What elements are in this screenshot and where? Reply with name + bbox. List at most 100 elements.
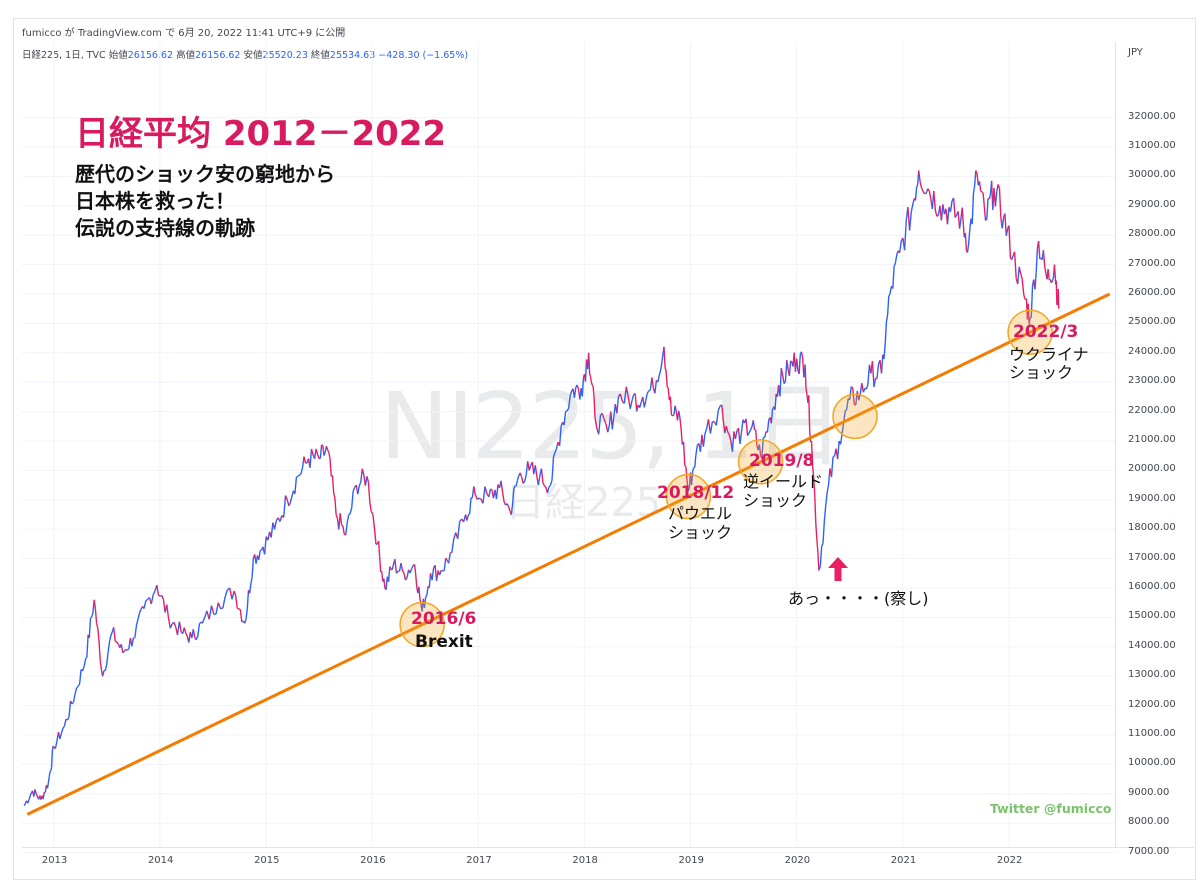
price-segment [334, 497, 337, 515]
price-segment [90, 616, 93, 619]
y-tick-label: 8000.00 [1128, 816, 1170, 828]
highlight-circle [737, 439, 784, 485]
price-segment [322, 445, 325, 456]
price-segment [846, 398, 849, 410]
price-segment [294, 477, 298, 494]
price-segment [476, 497, 480, 500]
y-tick-label: 12000.00 [1128, 698, 1176, 710]
price-segment [707, 419, 712, 434]
change-value: −428.30 (−1.65%) [378, 50, 469, 61]
price-segment [192, 629, 196, 638]
price-segment [728, 434, 732, 442]
price-segment [123, 649, 127, 652]
name-watermark: 日経225 [505, 480, 662, 526]
y-tick-label: 21000.00 [1128, 434, 1176, 445]
price-segment [821, 543, 824, 547]
price-segment [627, 396, 631, 409]
price-segment [401, 570, 405, 574]
ohlc-legend: 日経225, 1日, TVC 始値26156.62 高値26156.62 安値2… [22, 47, 468, 61]
price-segment [549, 480, 553, 486]
price-segment [933, 190, 937, 211]
price-segment [331, 475, 335, 494]
price-segment [727, 431, 730, 436]
price-segment [922, 191, 926, 195]
price-segment [810, 440, 814, 467]
y-tick-label: 30000.00 [1128, 169, 1176, 181]
price-segment [410, 565, 414, 570]
price-segment [60, 728, 64, 734]
price-segment [558, 426, 562, 446]
price-segment [915, 184, 919, 188]
price-segment [764, 431, 767, 438]
price-segment [634, 393, 638, 412]
price-segment [156, 584, 160, 596]
price-segment [749, 426, 753, 431]
y-tick-label: 23000.00 [1128, 375, 1176, 387]
price-segment [985, 218, 988, 222]
price-segment [289, 496, 293, 503]
price-segment [952, 197, 956, 218]
price-segment [817, 552, 820, 571]
y-tick-label: 17000.00 [1128, 551, 1176, 563]
price-segment [788, 360, 792, 376]
price-segment [782, 375, 785, 384]
price-segment [341, 524, 344, 527]
price-segment [345, 522, 348, 536]
price-segment [126, 648, 130, 651]
price-segment [501, 492, 505, 502]
price-segment [1037, 241, 1041, 259]
price-segment [98, 640, 101, 661]
price-segment [1028, 317, 1031, 325]
price-segment [431, 567, 435, 581]
price-segment [516, 476, 520, 481]
price-segment [370, 511, 374, 515]
price-segment [323, 452, 326, 456]
price-segment [972, 186, 976, 194]
price-segment [478, 497, 482, 500]
price-segment [1004, 213, 1007, 236]
price-segment [169, 623, 173, 629]
price-segment [861, 382, 865, 393]
price-segment [967, 229, 971, 245]
price-segment [300, 467, 304, 475]
price-segment [438, 570, 442, 576]
price-segment [816, 538, 819, 553]
price-segment [120, 644, 124, 653]
price-segment [603, 418, 607, 425]
price-segment [643, 400, 647, 408]
price-segment [873, 378, 877, 388]
price-segment [1047, 268, 1050, 280]
price-segment [385, 576, 388, 590]
price-segment [542, 482, 546, 487]
price-segment [823, 504, 827, 521]
price-segment [457, 521, 461, 539]
price-segment [131, 637, 135, 647]
symbol-label[interactable]: 日経225, 1日, TVC [22, 50, 106, 61]
y-tick-label: 10000.00 [1128, 757, 1176, 769]
y-tick-label: 31000.00 [1128, 140, 1176, 151]
price-segment [919, 182, 923, 189]
price-segment [830, 457, 834, 478]
price-segment [63, 719, 67, 727]
price-segment [704, 428, 708, 435]
price-segment [325, 445, 329, 451]
price-segment [372, 514, 376, 529]
price-segment [104, 664, 108, 671]
price-segment [934, 210, 938, 217]
highlight-circle [399, 601, 445, 648]
y-tick-label: 15000.00 [1128, 610, 1176, 622]
price-segment [303, 456, 307, 464]
price-segment [506, 503, 510, 508]
price-segment [91, 612, 94, 618]
price-segment [702, 434, 706, 447]
price-segment [892, 266, 895, 289]
price-segment [46, 781, 50, 789]
price-segment [42, 791, 45, 800]
price-segment [406, 569, 410, 578]
price-segment [832, 455, 835, 458]
price-segment [894, 253, 898, 263]
price-segment [679, 417, 682, 429]
price-segment [68, 700, 72, 717]
price-segment [74, 687, 78, 694]
